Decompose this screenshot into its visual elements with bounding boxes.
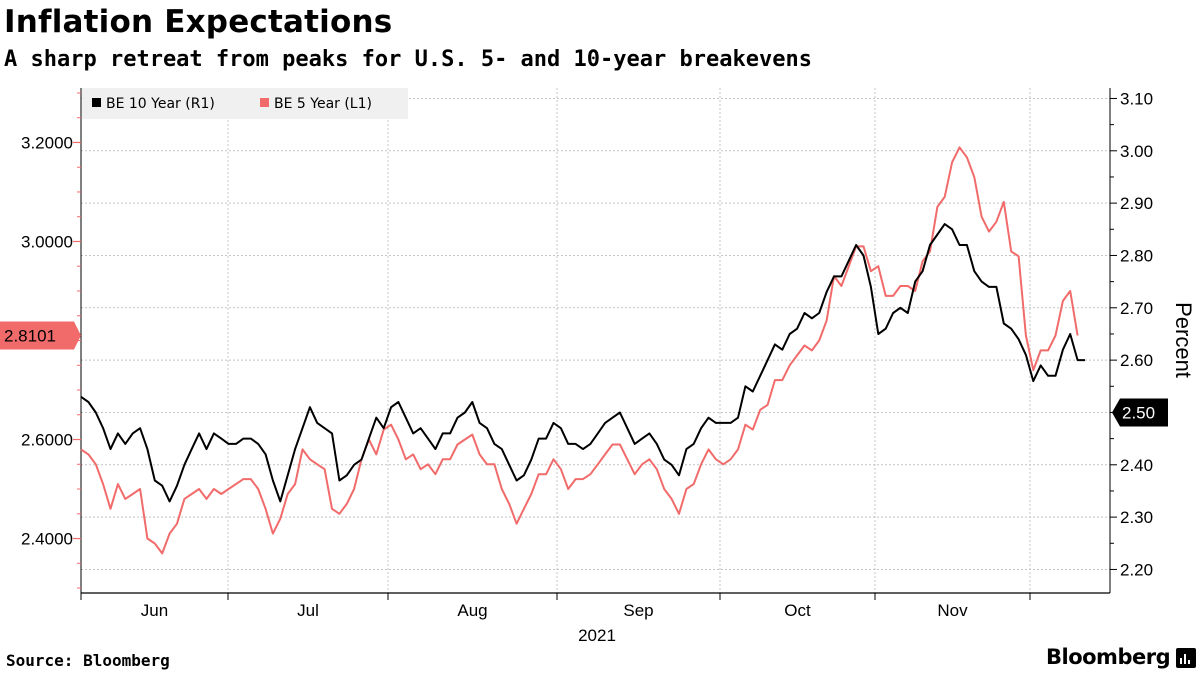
x-tick-label: Jul: [297, 601, 319, 620]
source-note: Source: Bloomberg: [6, 651, 170, 670]
left-axis-ticks: 2.4000 2.6000 3.0000 3.2000: [21, 92, 81, 589]
right-tick-label: 3.10: [1120, 89, 1153, 108]
last-value-labels: 2.8101 2.50: [0, 321, 1168, 427]
x-tick-label: Sep: [623, 601, 653, 620]
bloomberg-logo-icon: [1176, 648, 1196, 668]
axes: [80, 88, 1111, 594]
series-lines: [80, 146, 1085, 555]
right-tick-label: 2.30: [1120, 508, 1153, 527]
right-tick-label: 2.90: [1120, 194, 1153, 213]
x-axis-ticks: Jun Jul Aug Sep Oct Nov: [80, 593, 1031, 620]
right-tick-label: 2.40: [1120, 456, 1153, 475]
x-tick-label: Nov: [937, 601, 968, 620]
grid-lines: [81, 88, 1110, 593]
left-tick-label: 2.6000: [21, 431, 73, 450]
x-tick-label: Jun: [141, 601, 168, 620]
left-tick-label: 2.4000: [21, 530, 73, 549]
legend-swatch-be5: [260, 98, 269, 107]
left-tick-label: 3.2000: [21, 133, 73, 152]
right-tick-label: 2.20: [1120, 560, 1153, 579]
left-tick-label: 3.0000: [21, 232, 73, 251]
legend-background: [82, 88, 408, 119]
last-label-be10-text: 2.50: [1122, 403, 1155, 422]
right-tick-label: 2.70: [1120, 299, 1153, 318]
last-label-be5: 2.8101: [0, 321, 81, 350]
last-label-be5-text: 2.8101: [4, 327, 56, 346]
legend-swatch-be10: [92, 98, 101, 107]
x-tick-label: Oct: [784, 601, 811, 620]
legend-label-be5: BE 5 Year (L1): [274, 96, 372, 112]
last-label-be10: 2.50: [1112, 398, 1168, 427]
x-axis-label: 2021: [578, 626, 616, 645]
right-axis-label: Percent: [1171, 302, 1196, 378]
right-tick-label: 3.00: [1120, 142, 1153, 161]
right-tick-label: 2.60: [1120, 351, 1153, 370]
right-tick-label: 2.80: [1120, 246, 1153, 265]
chart-subtitle: A sharp retreat from peaks for U.S. 5- a…: [4, 47, 812, 72]
brand-logo-text: Bloomberg: [1046, 645, 1171, 669]
legend: BE 10 Year (R1) BE 5 Year (L1): [82, 88, 408, 119]
right-axis-ticks: 2.20 2.30 2.40 2.50 2.60 2.70 2.80 2.90 3.00 3.10: [1110, 89, 1153, 579]
chart-title: Inflation Expectations: [4, 4, 393, 40]
x-tick-label: Aug: [457, 601, 487, 620]
legend-label-be10: BE 10 Year (R1): [106, 96, 215, 112]
series-line-be5: [80, 146, 1079, 555]
series-line-be10: [80, 223, 1085, 503]
